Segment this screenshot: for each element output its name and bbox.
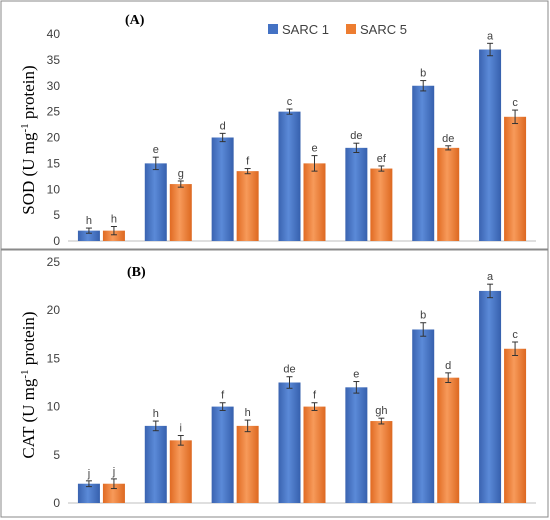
panel-a-bar-sarc-1 [345, 147, 368, 241]
panel-b-significance-label-sarc-1: b [420, 310, 426, 322]
panel-b-significance-label-sarc-1: e [353, 369, 359, 381]
panel-b-bar-sarc-1 [144, 425, 167, 503]
panel-a-y-tick-label: 20 [47, 131, 61, 145]
panel-b-bar-sarc-1 [211, 406, 234, 503]
panel-b-bar-sarc-5 [236, 425, 259, 503]
legend-label-sarc-1: SARC 1 [282, 22, 329, 37]
panel-a-y-tick-label: 25 [47, 105, 61, 119]
panel-a-bar-sarc-5 [370, 168, 393, 241]
panel-a-bar-sarc-1 [412, 85, 435, 241]
panel-b-significance-label-sarc-5: d [445, 360, 451, 372]
panel-a-bar-sarc-1 [77, 230, 100, 241]
panel-a-significance-label-sarc-1: h [86, 215, 92, 227]
panel-a-bar-sarc-5 [169, 184, 192, 241]
panel-a-label: (A) [125, 13, 145, 28]
panel-b-y-tick-label: 10 [47, 400, 61, 414]
panel-a-y-tick-label: 30 [47, 79, 61, 93]
panel-b-y-tick-label: 25 [47, 255, 61, 269]
panel-a-plot-area: 0 5 10 15 20 25 30 35 40 h h e g d f c e de ef b de a c [47, 27, 536, 248]
panel-a-significance-label-sarc-5: c [512, 97, 518, 109]
panel-b-significance-label-sarc-1: de [283, 364, 295, 376]
panel-a-y-tick-label: 5 [53, 208, 60, 222]
panel-a-sod-chart: (A) SOD (U mg-1 protein) SARC 1 SARC 5 0… [0, 0, 549, 250]
panel-b-significance-label-sarc-1: h [153, 408, 159, 420]
panel-b-y-tick-label: 20 [47, 303, 61, 317]
panel-b-y-tick-label: 5 [53, 448, 60, 462]
panel-b-bar-sarc-1 [278, 382, 301, 503]
panel-a-bar-sarc-1 [211, 137, 234, 241]
panel-b-significance-label-sarc-1: a [487, 271, 494, 283]
panel-a-significance-label-sarc-1: b [420, 68, 426, 80]
panel-a-bar-sarc-1 [278, 111, 301, 241]
panel-b-significance-label-sarc-5: c [512, 329, 518, 341]
panel-b-y-axis-label-main: CAT (U mg [19, 378, 38, 458]
panel-b-significance-label-sarc-5: f [313, 390, 317, 402]
panel-b-bar-sarc-1 [77, 483, 100, 503]
panel-a-significance-label-sarc-5: e [311, 143, 317, 155]
panel-b-significance-label-sarc-1: f [221, 390, 225, 402]
panel-b-bar-sarc-5 [370, 421, 393, 503]
panel-b-bar-sarc-5 [303, 406, 326, 503]
legend-swatch-sarc-5 [346, 24, 356, 34]
panel-a-y-tick-label: 35 [47, 53, 61, 67]
panel-b-bar-sarc-1 [345, 387, 368, 503]
panel-a-border [0, 0, 549, 250]
panel-a-bar-sarc-5 [504, 116, 527, 241]
panel-a-y-tick-label: 15 [47, 156, 61, 170]
panel-a-y-tick-label: 0 [53, 234, 60, 248]
panel-b-bar-sarc-5 [437, 377, 460, 503]
panel-a-bar-sarc-5 [303, 163, 326, 241]
panel-a-bar-sarc-1 [479, 49, 502, 242]
panel-b-bar-sarc-5 [504, 348, 527, 503]
panel-b-cat-chart: (B) CAT (U mg-1 protein) 0 5 10 15 20 25 j j h i f… [0, 249, 549, 518]
panel-a-y-axis-label-sup: -1 [19, 123, 31, 132]
panel-b-y-tick-label: 15 [47, 351, 61, 365]
panel-a-y-tick-label: 10 [47, 182, 61, 196]
panel-a-significance-label-sarc-5: ef [377, 153, 387, 165]
panel-b-significance-label-sarc-1: j [87, 468, 90, 480]
legend-swatch-sarc-1 [268, 24, 278, 34]
panel-a-significance-label-sarc-1: c [287, 96, 293, 108]
legend: SARC 1 SARC 5 [268, 22, 407, 37]
legend-label-sarc-5: SARC 5 [360, 22, 407, 37]
panel-b-significance-label-sarc-5: i [180, 423, 182, 435]
panel-b-significance-label-sarc-5: gh [375, 405, 387, 417]
panel-b-y-axis-label: CAT (U mg-1 protein) [19, 311, 38, 458]
panel-a-bar-sarc-5 [437, 147, 460, 241]
panel-b-significance-label-sarc-5: j [112, 466, 115, 478]
panel-a-y-axis-label-main: SOD (U mg [19, 132, 38, 215]
panel-a-y-axis-label-tail: protein) [19, 65, 38, 123]
panel-a-significance-label-sarc-5: h [111, 214, 117, 226]
panel-a-bar-sarc-1 [144, 163, 167, 241]
panel-b-bar-sarc-5 [169, 440, 192, 503]
panel-b-y-axis-label-tail: protein) [19, 311, 38, 369]
panel-a-y-axis-label: SOD (U mg-1 protein) [19, 65, 38, 214]
panel-a-significance-label-sarc-1: de [350, 130, 362, 142]
panel-a-significance-label-sarc-5: f [246, 156, 250, 168]
panel-b-plot-area: 0 5 10 15 20 25 j j h i f h de f e gh b d a c [47, 255, 536, 510]
panel-b-y-axis-label-sup: -1 [19, 369, 31, 378]
panel-b-bar-sarc-1 [412, 329, 435, 503]
panel-a-significance-label-sarc-1: d [220, 120, 226, 132]
panel-b-bar-sarc-1 [479, 290, 502, 503]
panel-b-border [0, 249, 549, 518]
panel-a-significance-label-sarc-5: g [178, 168, 184, 180]
panel-a-significance-label-sarc-5: de [442, 133, 454, 145]
panel-a-bar-sarc-5 [102, 230, 125, 241]
panel-b-label: (B) [127, 265, 146, 280]
panel-b-significance-label-sarc-5: h [245, 407, 251, 419]
panel-a-bar-sarc-5 [236, 171, 259, 241]
panel-a-significance-label-sarc-1: e [153, 144, 159, 156]
panel-b-bar-sarc-5 [102, 483, 125, 503]
panel-b-y-tick-label: 0 [53, 496, 60, 510]
panel-a-y-tick-label: 40 [47, 27, 61, 41]
panel-a-significance-label-sarc-1: a [487, 30, 494, 42]
